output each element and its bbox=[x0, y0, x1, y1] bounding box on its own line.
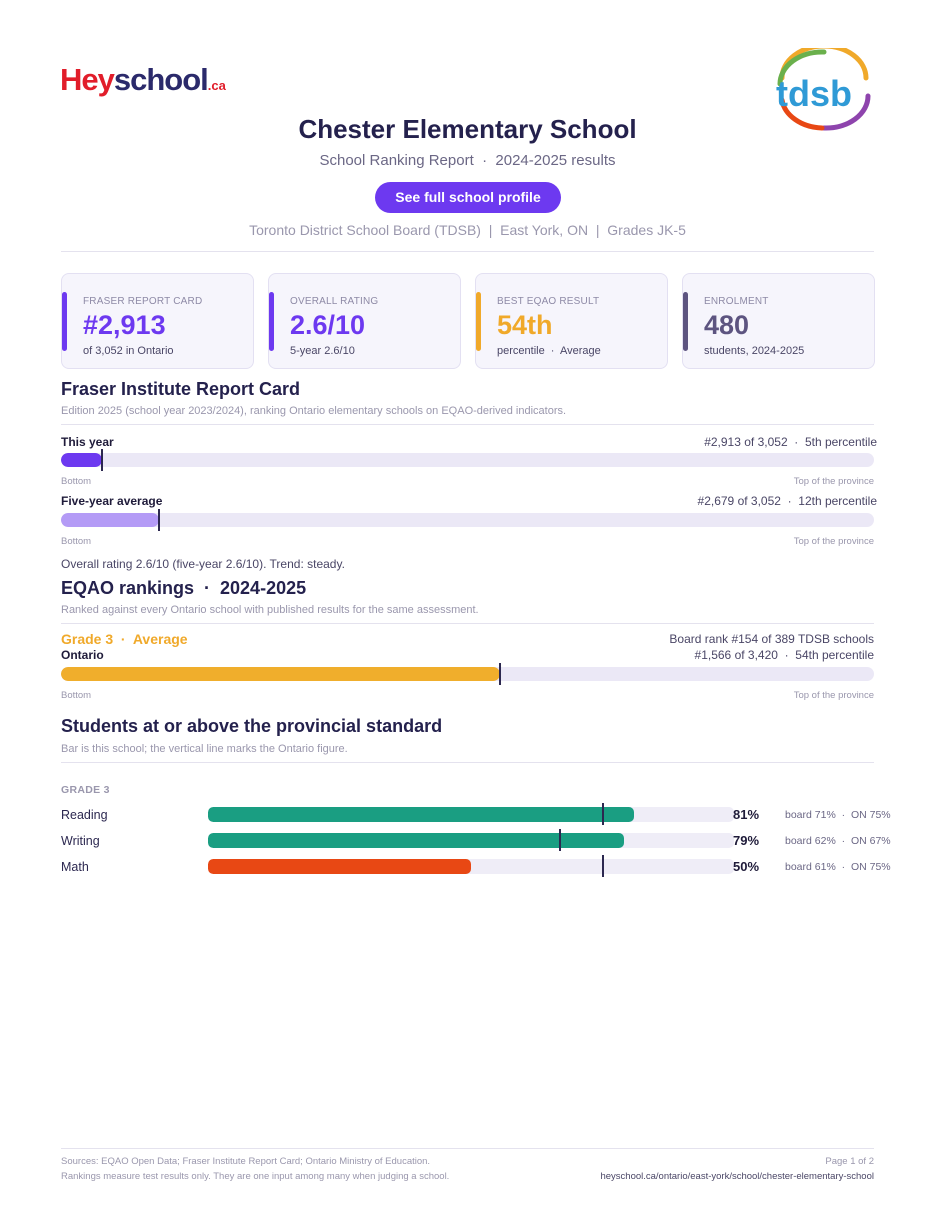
eqao-provincial-rank: #1,566 of 3,420 · 54th percentile bbox=[694, 648, 874, 662]
tdsb-logo-text: tdsb bbox=[776, 73, 852, 114]
card-value: 54th bbox=[497, 310, 553, 340]
fraser-card: FRASER REPORT CARD #2,913 of 3,052 in On… bbox=[61, 273, 254, 369]
report-subtitle: School Ranking Report · 2024-2025 result… bbox=[319, 152, 616, 169]
this-year-bar bbox=[61, 453, 874, 467]
eqao-scope: Ontario bbox=[61, 648, 104, 662]
footer-disclaimer: Rankings measure test results only. They… bbox=[61, 1171, 450, 1182]
fraser-summary: Overall rating 2.6/10 (five-year 2.6/10)… bbox=[61, 557, 345, 571]
card-sub: 5-year 2.6/10 bbox=[290, 345, 355, 357]
card-accent bbox=[269, 292, 274, 351]
eqao-marker bbox=[499, 663, 502, 685]
card-label: FRASER REPORT CARD bbox=[83, 296, 203, 307]
standard-bar bbox=[208, 807, 734, 822]
card-label: BEST EQAO RESULT bbox=[497, 296, 600, 307]
full-profile-button[interactable]: See full school profile bbox=[375, 182, 561, 213]
subject-label: Math bbox=[61, 860, 89, 874]
scale-bottom: Bottom bbox=[61, 536, 92, 547]
card-accent bbox=[683, 292, 688, 351]
scale-top: Top of the province bbox=[793, 536, 874, 547]
eqao-card: BEST EQAO RESULT 54th percentile · Avera… bbox=[475, 273, 668, 369]
divider bbox=[61, 623, 874, 624]
footer-url[interactable]: heyschool.ca/ontario/east-york/school/ch… bbox=[600, 1171, 874, 1182]
standard-heading: Students at or above the provincial stan… bbox=[61, 716, 443, 736]
ontario-marker bbox=[559, 829, 562, 851]
card-accent bbox=[476, 292, 481, 351]
five-year-rank: #2,679 of 3,052 · 12th percentile bbox=[697, 494, 877, 508]
standard-comparison: board 71% · ON 75% bbox=[785, 809, 891, 821]
standard-comparison: board 61% · ON 75% bbox=[785, 861, 891, 873]
standard-fill bbox=[208, 859, 471, 874]
fraser-note: Edition 2025 (school year 2023/2024), ra… bbox=[61, 405, 567, 417]
page-number: Page 1 of 2 bbox=[825, 1156, 874, 1167]
standard-fill bbox=[208, 807, 635, 822]
standard-percent: 50% bbox=[733, 859, 760, 874]
card-value: 2.6/10 bbox=[290, 310, 366, 340]
five-year-label: Five-year average bbox=[61, 494, 163, 508]
standard-comparison: board 62% · ON 67% bbox=[785, 835, 891, 847]
footer-right: Page 1 of 2 heyschool.ca/ontario/east-yo… bbox=[600, 1154, 874, 1184]
card-sub: of 3,052 in Ontario bbox=[83, 345, 174, 357]
card-value: 480 bbox=[704, 310, 750, 340]
this-year-fill bbox=[61, 453, 102, 467]
card-accent bbox=[62, 292, 67, 351]
ontario-marker bbox=[601, 803, 604, 825]
standard-percent: 79% bbox=[733, 833, 760, 848]
five-year-fill bbox=[61, 513, 159, 527]
standard-bar bbox=[208, 833, 734, 848]
five-year-bar bbox=[61, 513, 874, 527]
this-year-marker bbox=[100, 449, 103, 471]
standard-bar bbox=[208, 859, 734, 874]
card-sub: percentile · Average bbox=[497, 345, 601, 357]
subject-label: Writing bbox=[61, 834, 100, 848]
tdsb-logo: tdsb bbox=[772, 43, 876, 132]
eqao-note: Ranked against every Ontario school with… bbox=[61, 604, 479, 616]
eqao-bar bbox=[61, 667, 874, 681]
page-title: Chester Elementary School bbox=[298, 114, 637, 144]
eqao-board-rank: Board rank #154 of 389 TDSB schools bbox=[669, 632, 874, 646]
ontario-marker bbox=[601, 855, 604, 877]
scale-top: Top of the province bbox=[793, 690, 874, 701]
standard-fill bbox=[208, 833, 624, 848]
scale-top: Top of the province bbox=[793, 476, 874, 487]
rating-card: OVERALL RATING 2.6/10 5-year 2.6/10 bbox=[268, 273, 461, 369]
footer-sources: Sources: EQAO Open Data; Fraser Institut… bbox=[61, 1156, 431, 1167]
card-label: OVERALL RATING bbox=[290, 296, 379, 307]
card-sub: students, 2024-2025 bbox=[704, 345, 805, 357]
footer-left: Sources: EQAO Open Data; Fraser Institut… bbox=[61, 1154, 449, 1184]
divider bbox=[61, 762, 874, 763]
scale-bottom: Bottom bbox=[61, 690, 92, 701]
grade-heading: GRADE 3 bbox=[61, 784, 110, 796]
divider bbox=[61, 251, 874, 252]
scale-bottom: Bottom bbox=[61, 476, 92, 487]
enrolment-card: ENROLMENT 480 students, 2024-2025 bbox=[682, 273, 875, 369]
this-year-rank: #2,913 of 3,052 · 5th percentile bbox=[704, 435, 877, 449]
standard-note: Bar is this school; the vertical line ma… bbox=[61, 743, 348, 755]
school-meta: Toronto District School Board (TDSB) | E… bbox=[249, 222, 686, 238]
eqao-heading: EQAO rankings · 2024-2025 bbox=[61, 578, 307, 598]
divider bbox=[61, 424, 874, 425]
heyschool-logo[interactable]: Heyschool.ca bbox=[60, 62, 226, 97]
card-label: ENROLMENT bbox=[704, 296, 769, 307]
eqao-fill bbox=[61, 667, 501, 681]
subject-label: Reading bbox=[61, 808, 108, 822]
card-value: #2,913 bbox=[83, 310, 166, 340]
five-year-marker bbox=[157, 509, 160, 531]
footer-divider bbox=[61, 1148, 874, 1149]
fraser-heading: Fraser Institute Report Card bbox=[61, 379, 301, 399]
eqao-grade-label: Grade 3 · Average bbox=[61, 631, 188, 647]
this-year-label: This year bbox=[61, 435, 114, 449]
standard-percent: 81% bbox=[733, 807, 760, 822]
